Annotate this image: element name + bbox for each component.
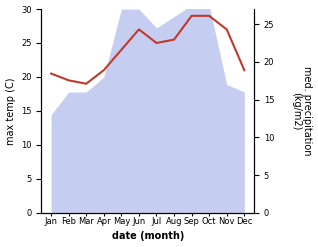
X-axis label: date (month): date (month) (112, 231, 184, 242)
Y-axis label: max temp (C): max temp (C) (5, 77, 16, 145)
Y-axis label: med. precipitation
(kg/m2): med. precipitation (kg/m2) (291, 66, 313, 156)
